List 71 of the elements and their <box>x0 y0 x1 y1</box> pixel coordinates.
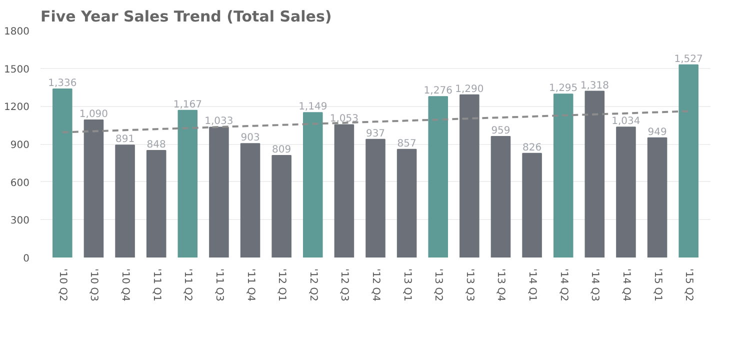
bar <box>302 112 323 258</box>
data-label: 1,053 <box>330 114 359 125</box>
x-tick-label: '12 Q4 <box>370 268 381 302</box>
data-label: 809 <box>272 144 292 156</box>
bar <box>396 148 417 258</box>
x-tick-label: '13 Q2 <box>432 268 444 302</box>
bar <box>678 64 698 258</box>
data-label: 891 <box>115 134 135 146</box>
y-tick-label: 1500 <box>4 64 30 76</box>
data-label: 1,033 <box>204 116 234 128</box>
y-tick-label: 300 <box>10 216 30 227</box>
x-tick-label: '12 Q1 <box>276 268 288 302</box>
x-tick-label: '15 Q2 <box>683 268 694 302</box>
x-tick-label: '12 Q2 <box>307 268 318 302</box>
bar <box>272 154 292 258</box>
data-label: 848 <box>146 140 166 151</box>
x-tick-label: '11 Q1 <box>150 268 162 302</box>
y-tick-label: 900 <box>10 140 30 151</box>
data-label: 1,336 <box>48 78 77 90</box>
data-label: 1,318 <box>580 80 609 92</box>
x-tick-label: '13 Q4 <box>495 268 506 302</box>
data-label: 1,167 <box>173 99 202 110</box>
y-tick-label: 1200 <box>4 102 30 114</box>
data-label: 1,034 <box>612 116 640 128</box>
data-label: 826 <box>522 142 542 154</box>
bar <box>209 126 229 258</box>
bar <box>240 143 260 258</box>
x-tick-label: '11 Q3 <box>213 268 224 302</box>
x-tick-label: '14 Q1 <box>526 268 538 302</box>
data-label: 903 <box>240 132 260 144</box>
bar <box>428 96 448 258</box>
x-tick-label: '14 Q4 <box>620 268 632 302</box>
data-label: 857 <box>397 138 416 150</box>
bar <box>115 144 135 258</box>
bar <box>647 137 668 258</box>
data-label: 1,290 <box>455 84 484 95</box>
bar <box>584 90 605 258</box>
bar <box>490 136 511 258</box>
data-label: 1,527 <box>674 54 703 65</box>
x-tick-label: '10 Q4 <box>120 268 131 302</box>
data-label: 1,090 <box>79 109 108 120</box>
x-tick-label: '10 Q3 <box>88 268 100 302</box>
data-label: 949 <box>648 126 667 138</box>
data-label: 959 <box>491 126 510 137</box>
data-label: 937 <box>366 128 386 140</box>
x-tick-label: '13 Q1 <box>401 268 412 302</box>
x-tick-label: '13 Q3 <box>464 268 475 302</box>
data-label: 1,276 <box>424 86 452 97</box>
bar <box>178 110 198 258</box>
x-tick-label: '14 Q2 <box>558 268 569 302</box>
bar <box>146 150 166 258</box>
bar <box>52 88 72 258</box>
bar <box>553 94 574 258</box>
bar <box>616 126 636 258</box>
y-tick-label: 0 <box>23 254 30 264</box>
bar <box>460 94 480 258</box>
chart-title: Five Year Sales Trend (Total Sales) <box>40 8 332 26</box>
y-tick-label: 600 <box>10 178 30 189</box>
data-label: 1,295 <box>549 83 578 94</box>
x-tick-label: '15 Q1 <box>652 268 663 302</box>
x-tick-label: '14 Q3 <box>589 268 600 302</box>
bar <box>84 120 104 258</box>
x-tick-label: '11 Q4 <box>244 268 256 302</box>
data-label: 1,149 <box>298 102 328 113</box>
x-tick-label: '10 Q2 <box>56 268 68 302</box>
y-tick-label: 1800 <box>4 26 30 38</box>
x-tick-label: '11 Q2 <box>182 268 194 302</box>
bar <box>334 124 354 258</box>
bar <box>366 138 386 258</box>
bar <box>522 152 542 258</box>
x-tick-label: '12 Q3 <box>338 268 350 302</box>
